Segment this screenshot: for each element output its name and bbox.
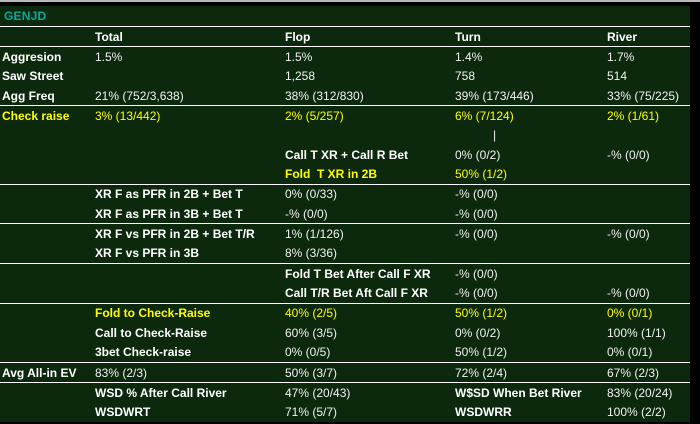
stat-turn: 758 [455, 69, 476, 84]
stat-flop: 1% (1/126) [285, 227, 344, 242]
stat-river: 100% (1/1) [607, 325, 666, 340]
stat-flop: 2% (5/257) [285, 109, 344, 124]
stat-river: -% (0/0) [607, 286, 650, 301]
stat-river: 100% (2/2) [607, 405, 666, 420]
row-cursor: | [0, 126, 690, 145]
row-fold-to-check-raise: Fold to Check-Raise 40% (2/5) 50% (1/2) 0% … [0, 302, 690, 323]
stat-flop: 60% (3/5) [285, 325, 338, 340]
stat-flop: 50% (3/7) [285, 365, 338, 380]
row-label: XR F vs PFR in 2B + Bet T/R [95, 227, 255, 242]
stat-turn: -% (0/0) [455, 227, 498, 242]
stat-flop: 0% (0/33) [285, 187, 338, 202]
stat-flop: 47% (20/43) [285, 385, 351, 400]
row-call-to-check-raise: Call to Check-Raise 60% (3/5) 0% (0/2) 100%… [0, 323, 690, 342]
row-label: W$SD When Bet River [455, 385, 582, 400]
stat-river: 67% (2/3) [607, 365, 660, 380]
stat-turn: 6% (7/124) [455, 109, 514, 124]
row-label: 3bet Check-raise [95, 345, 192, 360]
row-fold-t-bet-after-call-f-xr: Fold T Bet After Call F XR -% (0/0) [0, 263, 690, 283]
row-label: XR F as PFR in 2B + Bet T [95, 187, 243, 202]
stat-river: 514 [607, 69, 628, 84]
stat-total: 83% (2/3) [95, 365, 148, 380]
row-xr-f-as-pfr-in-3b-plus-bet-t: XR F as PFR in 3B + Bet T -% (0/0) -% (0/0… [0, 204, 690, 223]
row-label: Aggresion [2, 50, 62, 65]
window-right-border [690, 2, 700, 424]
header-row: Total Flop Turn River [0, 27, 690, 46]
stat-total: 1.5% [95, 50, 123, 65]
row-label: Check raise [2, 109, 70, 124]
window-top-border [0, 0, 700, 2]
stats-popup-content: GENJD Total Flop Turn River Aggresion 1.5% 1.5… [0, 6, 690, 422]
row-label: WSDWRT [95, 405, 151, 420]
stat-flop: 40% (2/5) [285, 306, 338, 321]
row-call-t-xr-plus-call-r-bet: Call T XR + Call R Bet 0% (0/2) -% (0/0) [0, 145, 690, 164]
row-label: Fold T XR in 2B [285, 167, 377, 182]
row-label: Saw Street [2, 69, 64, 84]
stat-flop: 8% (3/36) [285, 246, 338, 261]
stat-flop: 38% (312/830) [285, 88, 364, 103]
row-call-tr-bet-aft-call-f-xr: Call T/R Bet Aft Call F XR -% (0/0) -% (0/… [0, 283, 690, 302]
row-agg-freq: Agg Freq 21% (752/3,638) 38% (312/830) 39% … [0, 86, 690, 105]
stat-flop: 1.5% [285, 50, 313, 65]
stat-turn: -% (0/0) [455, 286, 498, 301]
row-label: Fold to Check-Raise [95, 306, 211, 321]
row-wsdwrt: WSDWRT 71% (5/7) WSDWRR 100% (2/2) [0, 403, 690, 422]
stat-flop: -% (0/0) [285, 206, 328, 221]
row-xr-f-vs-pfr-in-3b: XR F vs PFR in 3B 8% (3/36) [0, 244, 690, 263]
stat-river: 83% (20/24) [607, 385, 673, 400]
row-label: XR F as PFR in 3B + Bet T [95, 206, 243, 221]
row-xr-f-as-pfr-in-2b-plus-bet-t: XR F as PFR in 2B + Bet T 0% (0/33) -% (0/… [0, 183, 690, 204]
stat-turn: -% (0/0) [455, 187, 498, 202]
stat-river: -% (0/0) [607, 227, 650, 242]
stat-river: 0% (0/1) [607, 306, 653, 321]
row-label: Call to Check-Raise [95, 325, 208, 340]
stat-flop: 0% (0/5) [285, 345, 331, 360]
row-fold-t-xr-in-2b: Fold T XR in 2B 50% (1/2) [0, 164, 690, 183]
stat-river: 1.7% [607, 50, 635, 65]
column-header-river: River [607, 29, 638, 44]
stat-total: 3% (13/442) [95, 109, 161, 124]
stat-river: 33% (75/225) [607, 88, 680, 103]
text-cursor: | [493, 128, 497, 143]
row-aggression: Aggresion 1.5% 1.5% 1.4% 1.7% [0, 46, 690, 66]
row-label: WSD % After Call River [95, 385, 227, 400]
stat-turn: 50% (1/2) [455, 345, 508, 360]
row-avg-all-in-ev: Avg All-in EV 83% (2/3) 50% (3/7) 72% (2/4)… [0, 361, 690, 382]
row-saw-street: Saw Street 1,258 758 514 [0, 67, 690, 86]
row-label: XR F vs PFR in 3B [95, 246, 200, 261]
column-header-turn: Turn [455, 29, 481, 44]
stats-table: Total Flop Turn River Aggresion 1.5% 1.5% 1.4% 1… [0, 27, 690, 422]
stat-total: 21% (752/3,638) [95, 88, 184, 103]
row-wsd-after-call-river: WSD % After Call River 47% (20/43) W$SD Wh… [0, 382, 690, 402]
row-label: Fold T Bet After Call F XR [285, 266, 431, 281]
stat-flop: 71% (5/7) [285, 405, 338, 420]
stat-turn: 0% (0/2) [455, 325, 501, 340]
stat-turn: 50% (1/2) [455, 167, 508, 182]
stat-turn: 50% (1/2) [455, 306, 508, 321]
stat-flop: 1,258 [285, 69, 316, 84]
row-label: Call T XR + Call R Bet [285, 147, 409, 162]
row-check-raise: Check raise 3% (13/442) 2% (5/257) 6% (7/12… [0, 105, 690, 125]
stat-turn: 1.4% [455, 50, 483, 65]
row-label: WSDWRR [455, 405, 512, 420]
stat-river: -% (0/0) [607, 147, 650, 162]
column-header-total: Total [95, 29, 123, 44]
stat-turn: -% (0/0) [455, 206, 498, 221]
popup-title: GENJD [0, 6, 690, 27]
stat-turn: 39% (173/446) [455, 88, 534, 103]
column-header-flop: Flop [285, 29, 311, 44]
row-label: Agg Freq [2, 88, 55, 103]
stat-turn: -% (0/0) [455, 266, 498, 281]
row-label: Call T/R Bet Aft Call F XR [285, 286, 428, 301]
stat-river: 0% (0/1) [607, 345, 653, 360]
row-label: Avg All-in EV [2, 365, 77, 380]
stat-river: 2% (1/61) [607, 109, 660, 124]
row-3bet-check-raise: 3bet Check-raise 0% (0/5) 50% (1/2) 0% (0/1… [0, 343, 690, 362]
row-xr-f-vs-pfr-in-2b-plus-bet-tr: XR F vs PFR in 2B + Bet T/R 1% (1/126) -% … [0, 223, 690, 243]
stat-turn: 0% (0/2) [455, 147, 501, 162]
stat-turn: 72% (2/4) [455, 365, 508, 380]
